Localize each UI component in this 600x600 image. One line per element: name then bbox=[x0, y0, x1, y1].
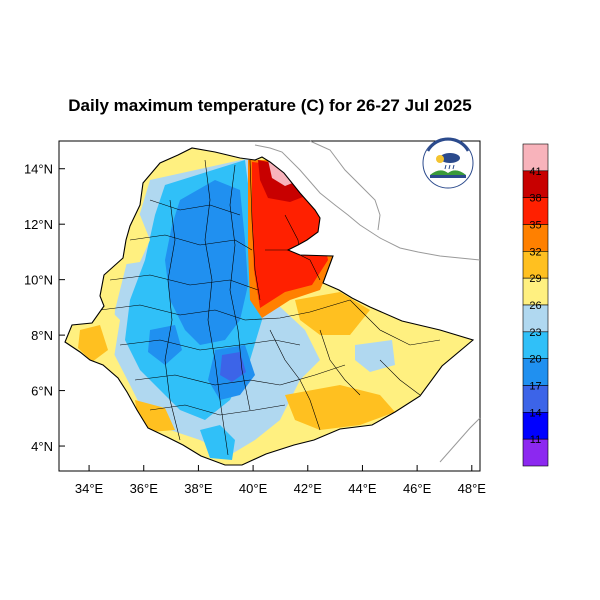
somalia-border bbox=[439, 417, 481, 463]
colorbar-label: 35 bbox=[529, 220, 541, 232]
colorbar-swatch bbox=[522, 358, 549, 386]
cloud-icon bbox=[440, 153, 460, 163]
zone-29-32-west bbox=[78, 325, 108, 362]
sun-icon bbox=[436, 155, 444, 163]
logo-base-band bbox=[430, 175, 466, 178]
colorbar-swatch bbox=[522, 412, 549, 440]
zone-20-23-south-tip bbox=[200, 425, 235, 460]
colorbar-label: 29 bbox=[529, 273, 541, 285]
colorbar: 41 38 35 32 29 26 23 20 17 14 11 bbox=[522, 143, 549, 467]
boundary-line bbox=[269, 329, 321, 431]
x-tick-label: 36°E bbox=[130, 481, 159, 496]
y-axis: 14°N 12°N 10°N 8°N 6°N 4°N bbox=[24, 162, 65, 454]
zone-17-20-southwest bbox=[148, 325, 182, 365]
eritrea-coast-border bbox=[254, 144, 481, 261]
colorbar-label: 20 bbox=[529, 354, 541, 366]
colorbar-label: 14 bbox=[529, 407, 541, 419]
boundary-line bbox=[319, 329, 361, 396]
x-tick-label: 40°E bbox=[239, 481, 268, 496]
red-sea-border bbox=[309, 140, 381, 231]
boundary-line bbox=[99, 299, 351, 321]
y-tick-label: 8°N bbox=[31, 328, 53, 343]
colorbar-swatch bbox=[522, 331, 549, 359]
emi-logo bbox=[422, 137, 474, 189]
zone-29-32-east bbox=[295, 292, 370, 335]
colorbar-label: 41 bbox=[529, 166, 541, 178]
logo-arc-text-band bbox=[426, 138, 470, 152]
boundary-line bbox=[134, 364, 346, 386]
x-tick-label: 42°E bbox=[294, 481, 323, 496]
boundary-line bbox=[149, 404, 286, 416]
colorbar-swatch bbox=[522, 277, 549, 306]
y-tick-label: 6°N bbox=[31, 384, 53, 399]
colorbar-swatch bbox=[522, 251, 549, 279]
admin-boundaries bbox=[99, 159, 441, 456]
colorbar-label: 32 bbox=[529, 246, 541, 258]
x-tick-label: 34°E bbox=[75, 481, 104, 496]
hills-icon bbox=[430, 170, 466, 175]
colorbar-swatch bbox=[522, 143, 549, 172]
colorbar-swatch bbox=[522, 385, 549, 413]
zone-14-17 bbox=[220, 352, 246, 382]
colorbar-swatch bbox=[522, 224, 549, 252]
y-tick-label: 4°N bbox=[31, 439, 53, 454]
colorbar-label: 23 bbox=[529, 327, 541, 339]
boundary-line bbox=[349, 299, 441, 346]
ethiopia-outline bbox=[64, 147, 475, 466]
colorbar-swatch bbox=[522, 197, 549, 225]
zone-23-26-east bbox=[355, 340, 395, 372]
boundary-line bbox=[379, 359, 421, 396]
colorbar-label: 38 bbox=[529, 193, 541, 205]
logo-circle bbox=[422, 137, 474, 189]
y-tick-label: 10°N bbox=[24, 273, 53, 288]
boundary-line bbox=[164, 199, 181, 441]
boundary-line bbox=[119, 339, 301, 351]
neighbor-borders bbox=[254, 140, 481, 463]
x-tick-label: 46°E bbox=[403, 481, 432, 496]
x-tick-label: 44°E bbox=[348, 481, 377, 496]
zone-17-20 bbox=[165, 180, 248, 345]
boundary-line bbox=[229, 164, 251, 411]
y-tick-label: 12°N bbox=[24, 217, 53, 232]
boundary-line bbox=[149, 199, 241, 216]
colorbar-swatch bbox=[522, 170, 549, 198]
colorbar-label: 26 bbox=[529, 300, 541, 312]
x-tick-label: 48°E bbox=[458, 481, 487, 496]
zone-29-32-southeast bbox=[285, 385, 395, 430]
colorbar-label: 11 bbox=[530, 434, 541, 446]
map-title: Daily maximum temperature (C) for 26-27 … bbox=[68, 96, 472, 115]
colorbar-swatch bbox=[522, 438, 549, 467]
boundary-line bbox=[129, 234, 253, 251]
colorbar-label: 17 bbox=[529, 381, 541, 393]
boundary-line bbox=[204, 159, 229, 456]
x-tick-label: 38°E bbox=[184, 481, 213, 496]
x-axis: 34°E 36°E 38°E 40°E 42°E 44°E 46°E 48°E bbox=[75, 465, 486, 496]
zone-41-plus bbox=[268, 160, 295, 186]
rain-icon bbox=[444, 164, 455, 170]
y-tick-label: 14°N bbox=[24, 162, 53, 177]
boundary-line bbox=[249, 159, 261, 301]
boundary-line bbox=[109, 274, 259, 291]
